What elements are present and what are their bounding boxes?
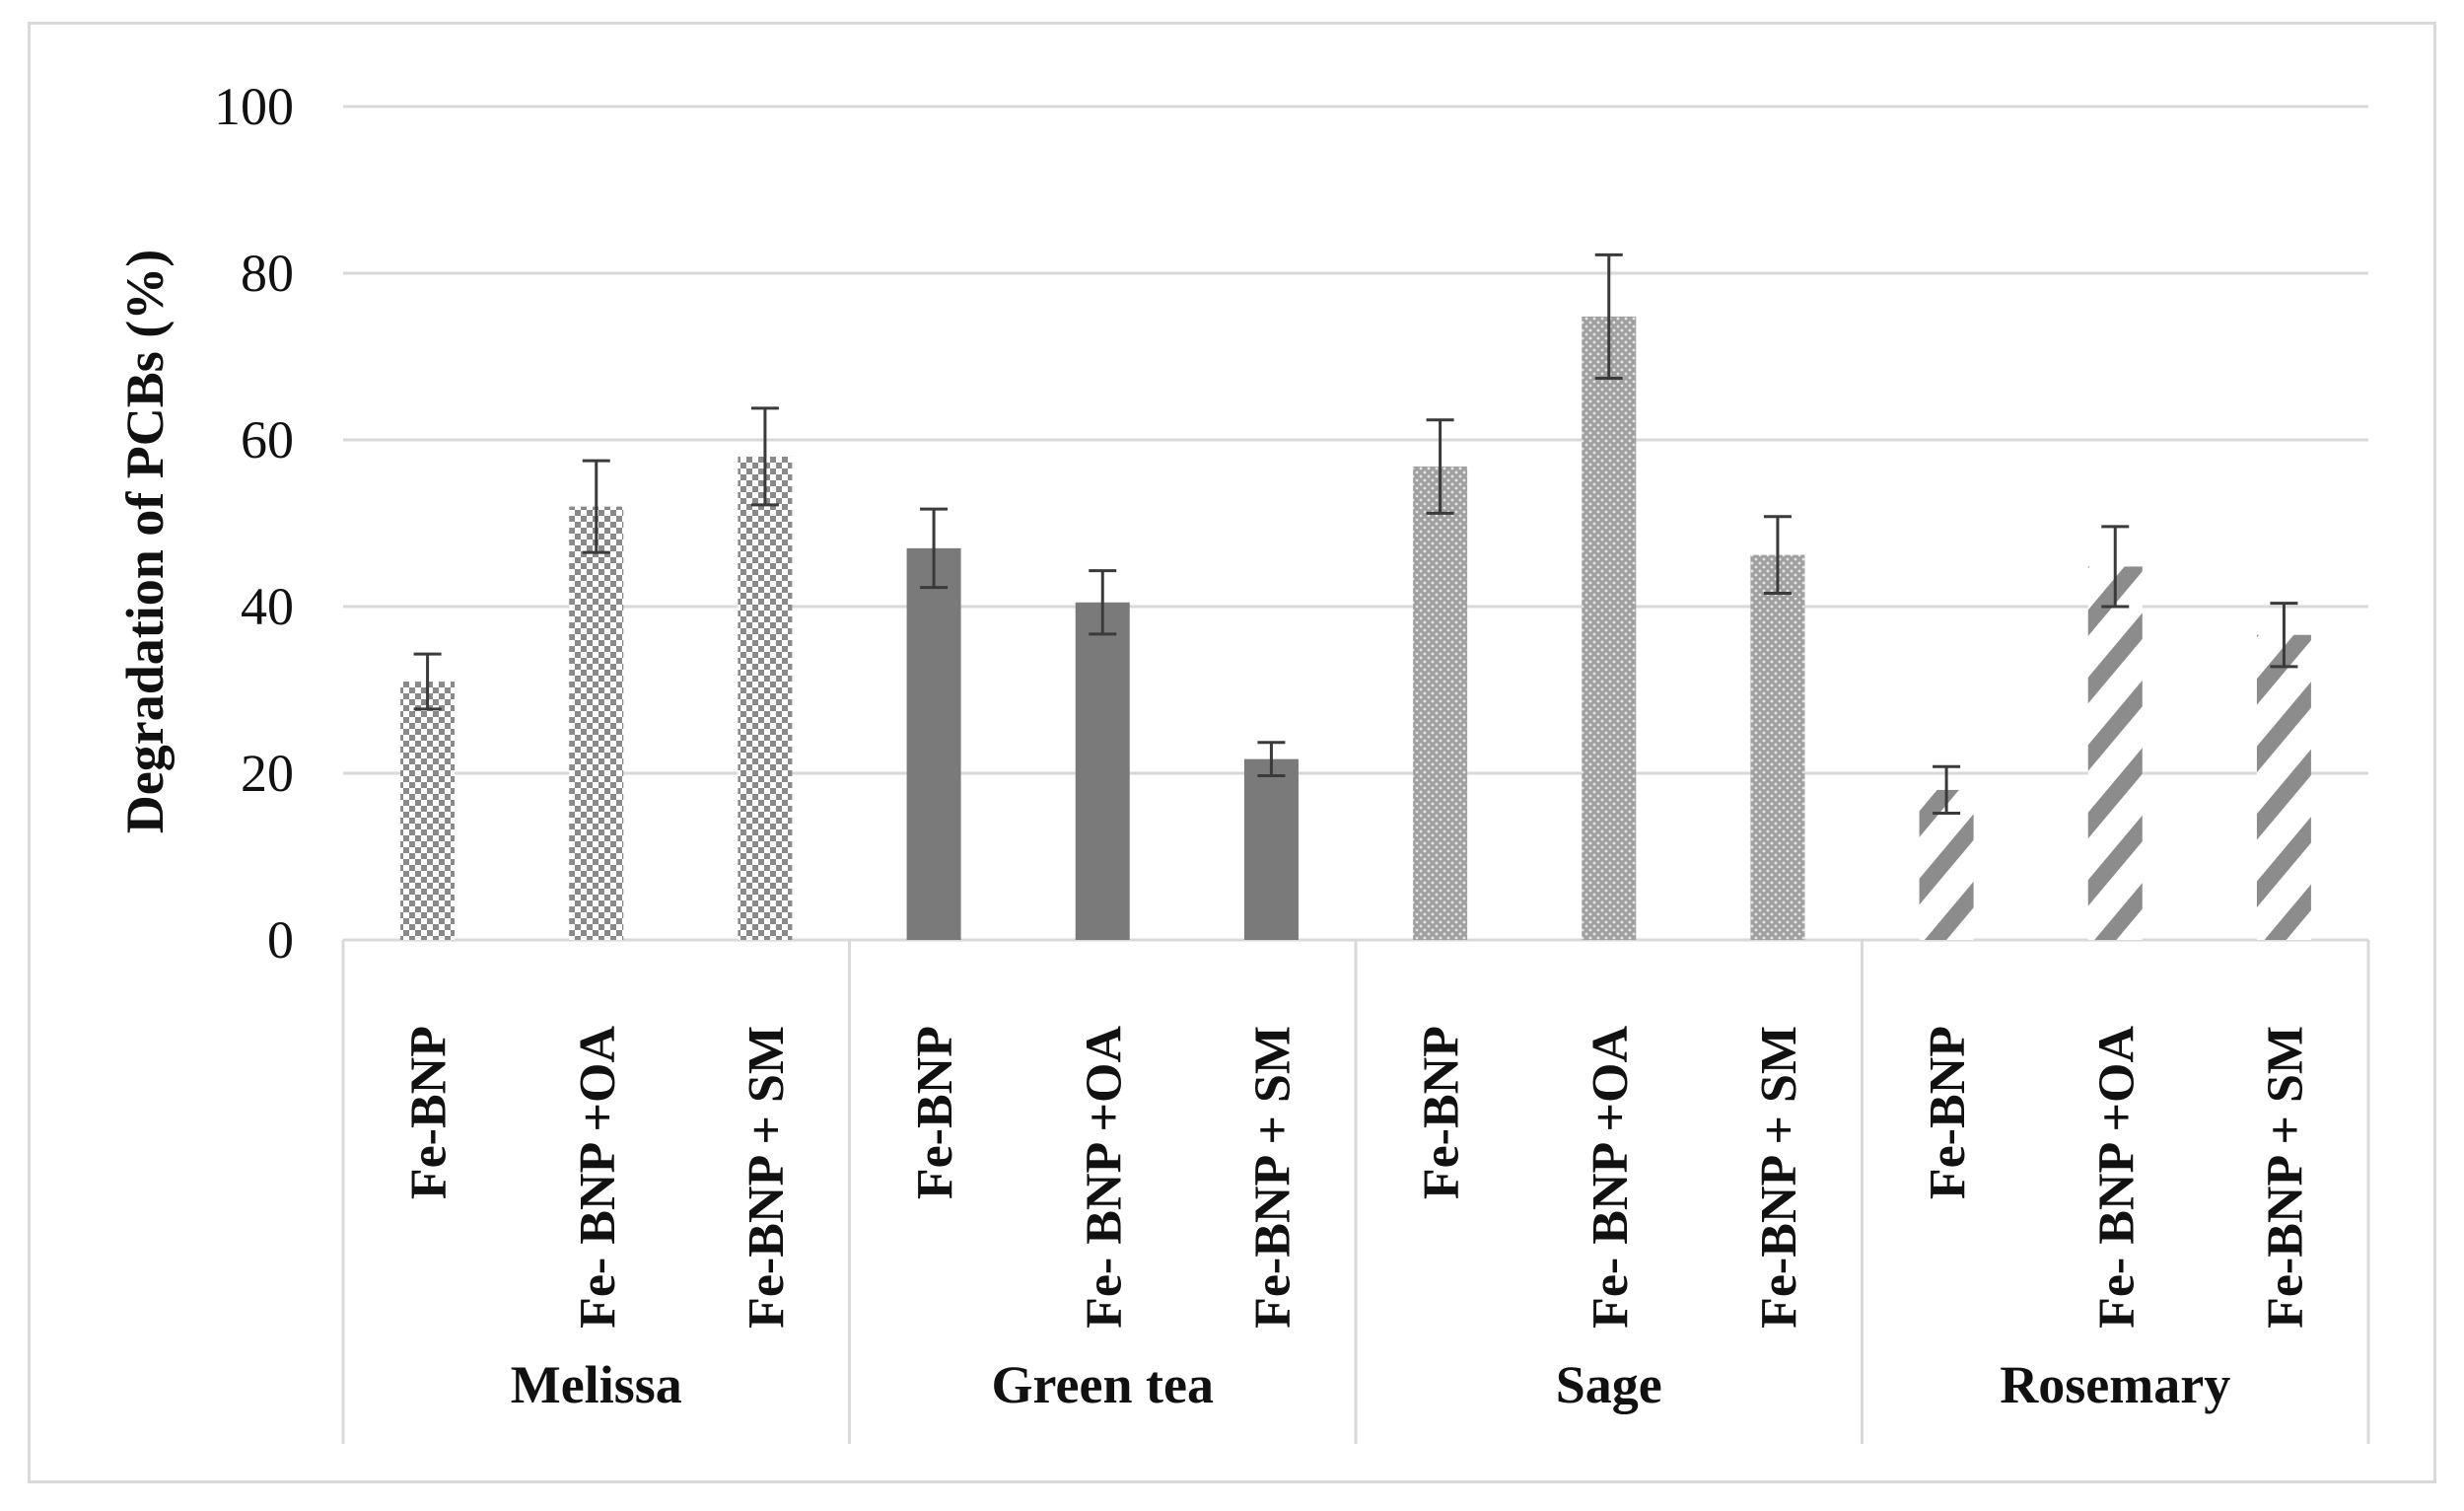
category-label: Fe-BNP (907, 1026, 963, 1199)
y-tick-20: 20 (241, 744, 294, 803)
error-bar (1426, 418, 1454, 515)
bar-green-tea-3 (1243, 758, 1299, 940)
group-label-melissa: Melissa (511, 1355, 682, 1414)
gridlines (343, 105, 2368, 775)
bar-chart: 0 20 40 60 80 100 Fe-BNP Fe- BNP +OA Fe-BNP + SM… (115, 77, 2370, 1444)
error-bar (413, 652, 442, 711)
category-label: Fe-BNP + SM (739, 1026, 795, 1329)
error-bar (1933, 764, 1961, 816)
error-bar (1089, 569, 1117, 636)
bar-green-tea-1 (906, 547, 961, 940)
error-bars (413, 252, 2298, 816)
error-bar (2270, 602, 2298, 669)
bar-rosemary-2 (2087, 566, 2143, 940)
y-axis-title: Degradation of PCBs (%) (115, 250, 175, 833)
y-tick-60: 60 (241, 410, 294, 469)
y-tick-0: 0 (267, 910, 294, 970)
group-label-green-tea: Green tea (992, 1355, 1214, 1414)
bar-sage-3 (1750, 554, 1805, 940)
group-label-rosemary: Rosemary (2000, 1355, 2230, 1414)
bar-melissa-2 (569, 506, 624, 940)
bar-rosemary-3 (2256, 634, 2311, 940)
bars (400, 316, 2311, 940)
error-bar (582, 459, 610, 554)
y-tick-80: 80 (241, 244, 294, 303)
labels: 0 20 40 60 80 100 Fe-BNP Fe- BNP +OA Fe-BNP + SM… (214, 77, 2313, 1414)
error-bar (750, 406, 779, 507)
error-bar (1257, 741, 1286, 778)
group-label-sage: Sage (1556, 1355, 1662, 1414)
error-bar (2101, 525, 2130, 609)
bar-sage-2 (1582, 316, 1637, 940)
category-label: Fe-BNP (1920, 1026, 1976, 1199)
category-label: Fe-BNP (1414, 1026, 1470, 1199)
error-bar (1594, 252, 1623, 380)
y-tick-100: 100 (214, 77, 294, 136)
bar-melissa-3 (738, 456, 793, 940)
axes (341, 938, 2370, 1444)
y-tick-40: 40 (241, 577, 294, 636)
bar-sage-1 (1413, 467, 1468, 940)
bar-green-tea-2 (1075, 602, 1130, 940)
category-label: Fe- BNP +OA (1076, 1026, 1132, 1329)
error-bar (920, 507, 949, 590)
category-label: Fe- BNP +OA (1583, 1026, 1639, 1329)
category-label: Fe- BNP +OA (570, 1026, 626, 1329)
category-label: Fe-BNP (401, 1026, 458, 1199)
category-label: Fe-BNP + SM (1751, 1026, 1807, 1329)
error-bar (1763, 515, 1792, 595)
category-label: Fe-BNP + SM (1244, 1026, 1301, 1329)
category-label: Fe-BNP + SM (2257, 1026, 2313, 1329)
chart-frame: 0 20 40 60 80 100 Fe-BNP Fe- BNP +OA Fe-BNP + SM… (28, 22, 2436, 1483)
bar-melissa-1 (400, 682, 456, 940)
bar-rosemary-1 (1919, 789, 1974, 940)
category-label: Fe- BNP +OA (2088, 1026, 2145, 1329)
